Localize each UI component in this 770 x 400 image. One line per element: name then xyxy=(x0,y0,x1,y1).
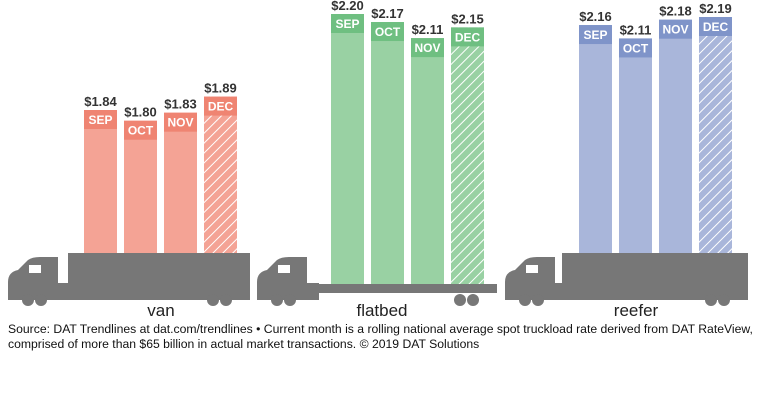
source-note: Source: DAT Trendlines at dat.com/trendl… xyxy=(8,322,753,351)
bar-header xyxy=(451,27,484,47)
truck-icon xyxy=(257,257,497,306)
flatbed-deck xyxy=(315,284,497,293)
bar-van-nov xyxy=(164,112,197,254)
bar-header xyxy=(204,96,237,116)
bar-header xyxy=(579,25,612,45)
bar-header xyxy=(124,120,157,140)
month-label: NOV xyxy=(662,23,688,37)
bar-header xyxy=(84,110,117,129)
bar-header xyxy=(411,38,444,58)
month-label: OCT xyxy=(128,124,154,138)
bar-header xyxy=(699,17,732,36)
value-label: $1.80 xyxy=(124,105,157,120)
bar-header xyxy=(371,22,404,42)
month-label: OCT xyxy=(623,41,649,55)
cab-window xyxy=(278,265,290,273)
wheel xyxy=(220,294,232,306)
value-label: $2.16 xyxy=(579,9,612,24)
wheel xyxy=(519,294,531,306)
value-label: $2.18 xyxy=(659,4,692,19)
wheel xyxy=(454,294,466,306)
bar-reefer-oct xyxy=(619,38,652,253)
month-label: NOV xyxy=(167,116,193,130)
value-label: $1.83 xyxy=(164,97,197,112)
month-label: DEC xyxy=(208,100,234,114)
bar-group-van: SEP $1.84 OCT $1.80 NOV $1.83 DEC $1.89 xyxy=(84,81,237,254)
bar-reefer-nov xyxy=(659,19,692,254)
bar-flatbed-dec xyxy=(451,27,484,285)
wheel xyxy=(467,294,479,306)
bar-reefer-sep xyxy=(579,25,612,254)
month-label: SEP xyxy=(583,28,607,42)
bar-flatbed-oct xyxy=(371,22,404,284)
wheel xyxy=(271,294,283,306)
bar-header xyxy=(659,19,692,39)
value-label: $2.17 xyxy=(371,6,404,21)
value-label: $2.15 xyxy=(451,11,484,26)
group-label-van: van xyxy=(147,301,174,320)
truck-cab xyxy=(505,257,567,300)
value-label: $2.20 xyxy=(331,0,364,13)
wheel xyxy=(718,294,730,306)
wheel xyxy=(22,294,34,306)
month-label: DEC xyxy=(455,30,481,44)
month-label: SEP xyxy=(335,17,359,31)
bar-group-flatbed: SEP $2.20 OCT $2.17 NOV $2.11 DEC $2.15 xyxy=(331,0,484,285)
value-label: $1.84 xyxy=(84,94,117,109)
wheel xyxy=(207,294,219,306)
bar-van-dec xyxy=(204,96,237,253)
bar-reefer-dec xyxy=(699,17,732,253)
bar-header xyxy=(331,14,364,33)
month-label: SEP xyxy=(88,113,112,127)
bar-header xyxy=(164,112,197,132)
wheel xyxy=(532,294,544,306)
month-label: DEC xyxy=(703,20,729,34)
value-label: $2.11 xyxy=(620,22,652,37)
bar-header xyxy=(619,38,652,58)
wheel xyxy=(705,294,717,306)
cab-window xyxy=(526,265,538,273)
group-label-flatbed: flatbed xyxy=(356,301,407,320)
wheel xyxy=(35,294,47,306)
value-label: $1.89 xyxy=(204,81,237,96)
bar-van-oct xyxy=(124,120,157,253)
value-label: $2.19 xyxy=(699,1,732,16)
truck-cab xyxy=(257,257,319,300)
bar-flatbed-nov xyxy=(411,38,444,285)
truck-rates-chart: SEP $1.84 OCT $1.80 NOV $1.83 DEC $1.89 van SEP $2… xyxy=(8,0,748,320)
month-label: OCT xyxy=(375,25,401,39)
month-label: NOV xyxy=(414,41,440,55)
trailer xyxy=(68,253,250,300)
truck-icon xyxy=(505,253,748,306)
wheel xyxy=(284,294,296,306)
truck-cab xyxy=(8,257,70,300)
group-label-reefer: reefer xyxy=(614,301,659,320)
bar-flatbed-sep xyxy=(331,14,364,284)
bar-van-sep xyxy=(84,110,117,253)
bar-group-reefer: SEP $2.16 OCT $2.11 NOV $2.18 DEC $2.19 xyxy=(579,1,732,254)
value-label: $2.11 xyxy=(412,22,444,37)
trailer xyxy=(562,253,748,300)
truck-icon xyxy=(8,253,250,306)
cab-window xyxy=(29,265,41,273)
